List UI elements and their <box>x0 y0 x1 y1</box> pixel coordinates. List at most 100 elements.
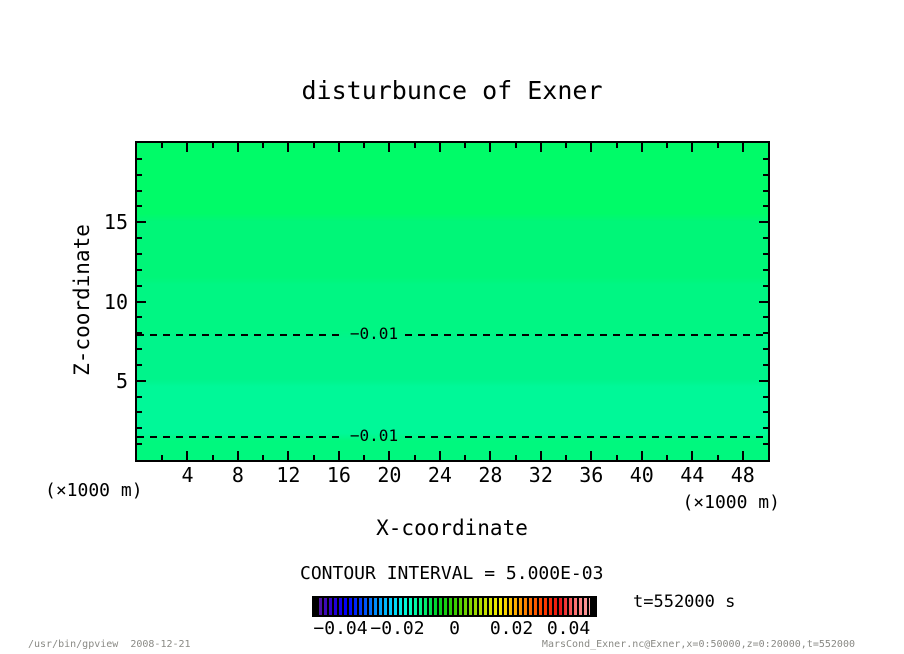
y-tick <box>137 157 142 160</box>
y-tick <box>137 237 142 240</box>
x-tick <box>691 143 694 152</box>
contour-line <box>137 333 343 336</box>
colorbar-gradient <box>317 598 590 615</box>
x-tick <box>363 143 366 148</box>
x-tick <box>236 451 239 460</box>
contour-label: −0.01 <box>349 426 399 446</box>
y-tick <box>763 268 768 271</box>
x-tick <box>514 455 517 460</box>
y-tick <box>137 268 142 271</box>
y-tick <box>759 379 768 382</box>
x-tick <box>741 143 744 152</box>
y-tick <box>763 348 768 351</box>
y-tick <box>137 363 142 366</box>
x-tick <box>186 143 189 152</box>
x-tick <box>565 455 568 460</box>
x-tick <box>211 143 214 148</box>
x-tick <box>464 143 467 148</box>
y-tick <box>763 252 768 255</box>
x-tick <box>640 451 643 460</box>
x-tick <box>539 143 542 152</box>
y-tick <box>137 395 142 398</box>
y-tick <box>763 316 768 319</box>
contour-line <box>137 436 343 439</box>
y-tick <box>137 316 142 319</box>
x-tick <box>287 451 290 460</box>
x-tick <box>565 143 568 148</box>
y-tick <box>137 379 146 382</box>
y-tick <box>137 173 142 176</box>
colorbar-tick-label: 0.04 <box>546 618 591 639</box>
y-tick <box>137 411 142 414</box>
y-tick-label: 5 <box>115 368 128 393</box>
x-tick-label: 8 <box>231 463 244 487</box>
y-tick <box>137 332 142 335</box>
x-tick <box>716 143 719 148</box>
x-tick-label: 4 <box>181 463 194 487</box>
x-tick <box>312 143 315 148</box>
y-tick <box>763 157 768 160</box>
y-tick <box>763 395 768 398</box>
x-tick-label: 32 <box>528 463 553 487</box>
x-tick-label: 12 <box>276 463 301 487</box>
x-unit-label-right: (×1000 m) <box>682 492 780 513</box>
plot-title: disturbunce of Exner <box>301 76 603 105</box>
contour-line <box>405 436 768 439</box>
x-tick <box>363 455 366 460</box>
x-tick <box>262 143 265 148</box>
y-tick-label: 10 <box>103 289 128 314</box>
y-tick <box>137 284 142 287</box>
y-tick <box>763 173 768 176</box>
x-tick <box>666 455 669 460</box>
x-tick-label: 48 <box>730 463 755 487</box>
x-axis-label: X-coordinate <box>376 516 528 540</box>
contour-line <box>405 333 768 336</box>
x-tick <box>640 143 643 152</box>
x-tick <box>615 455 618 460</box>
x-tick <box>615 143 618 148</box>
x-tick <box>388 143 391 152</box>
x-tick <box>590 451 593 460</box>
contour-label: −0.01 <box>349 323 399 343</box>
y-tick <box>137 348 142 351</box>
y-tick <box>759 221 768 224</box>
y-tick <box>137 427 142 430</box>
colorbar-tick-label: 0.02 <box>489 618 534 639</box>
y-tick <box>763 443 768 446</box>
x-tick-label: 24 <box>427 463 452 487</box>
colorbar-tick-label: −0.04 <box>313 618 368 639</box>
y-tick <box>763 189 768 192</box>
y-tick <box>763 205 768 208</box>
x-tick <box>312 455 315 460</box>
plot-area: −0.01 −0.01 <box>135 141 770 462</box>
y-tick <box>137 189 142 192</box>
x-tick <box>590 143 593 152</box>
y-tick <box>763 332 768 335</box>
x-tick <box>666 143 669 148</box>
x-tick <box>438 451 441 460</box>
y-tick <box>137 221 146 224</box>
colorbar-tick-label: −0.02 <box>370 618 425 639</box>
x-tick <box>489 451 492 460</box>
x-tick <box>337 143 340 152</box>
x-tick <box>211 455 214 460</box>
y-tick-label: 15 <box>103 210 128 235</box>
y-tick <box>763 411 768 414</box>
x-tick-label: 40 <box>629 463 654 487</box>
x-tick <box>539 451 542 460</box>
y-tick <box>137 300 146 303</box>
colorbar <box>312 596 597 617</box>
x-tick <box>161 455 164 460</box>
y-tick <box>137 252 142 255</box>
x-tick <box>691 451 694 460</box>
x-tick <box>438 143 441 152</box>
x-tick <box>489 143 492 152</box>
x-tick <box>236 143 239 152</box>
colorbar-tick-label: 0 <box>449 618 460 639</box>
x-tick-label: 16 <box>326 463 351 487</box>
time-label: t=552000 s <box>633 592 736 612</box>
x-tick <box>337 451 340 460</box>
footer-datasource: MarsCond_Exner.nc@Exner,x=0:50000,z=0:20… <box>541 639 855 650</box>
contour-interval-caption: CONTOUR INTERVAL = 5.000E-03 <box>300 563 604 584</box>
